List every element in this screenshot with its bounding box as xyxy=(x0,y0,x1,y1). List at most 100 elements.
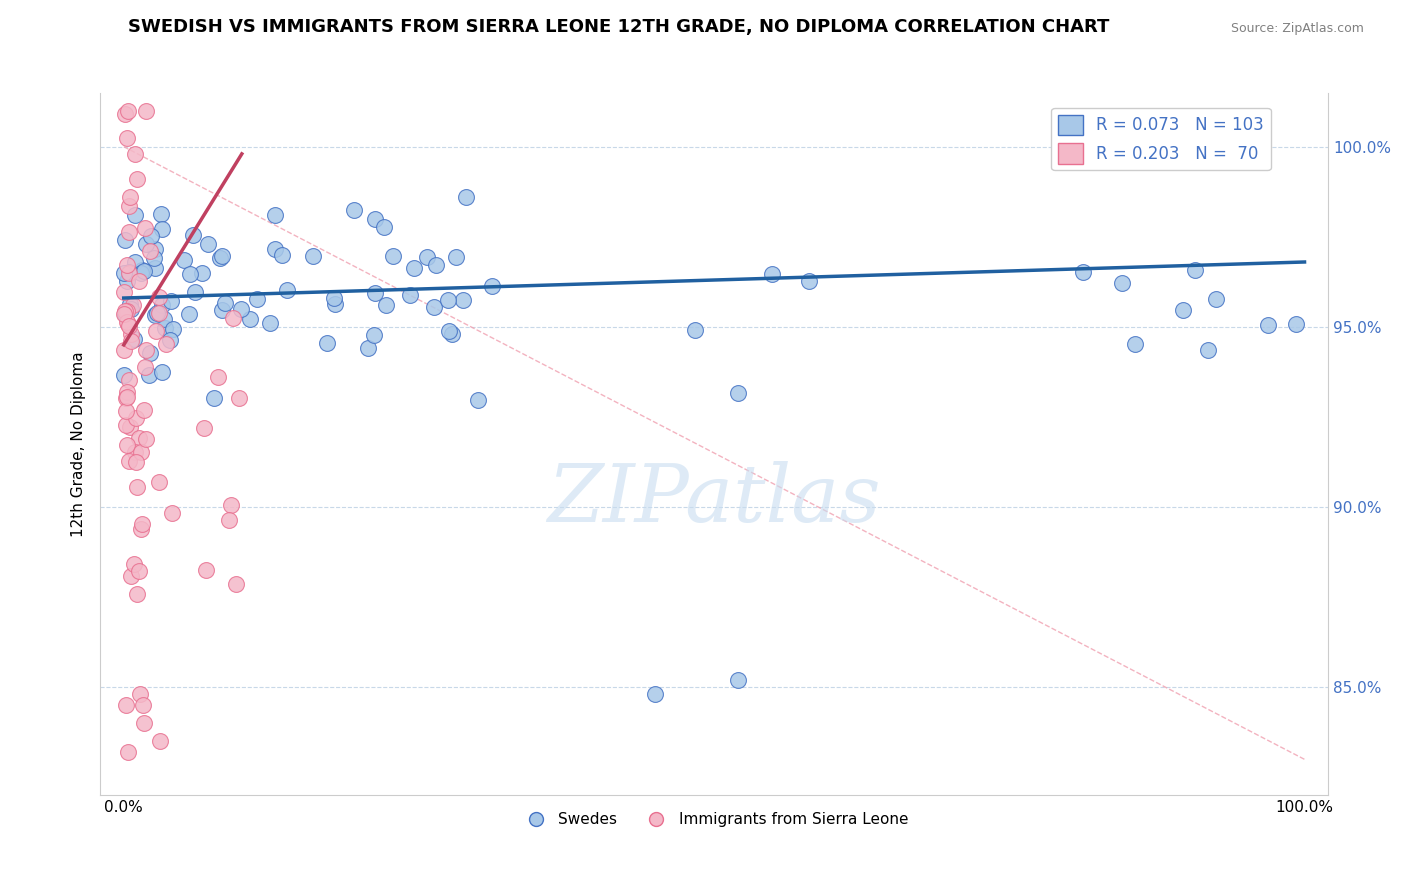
Point xyxy=(229,301,252,316)
Point xyxy=(437,324,460,338)
Point xyxy=(115,438,138,452)
Point xyxy=(134,360,156,375)
Point xyxy=(193,421,215,435)
Point xyxy=(139,228,162,243)
Point xyxy=(128,431,150,445)
Point xyxy=(143,308,166,322)
Point xyxy=(1205,292,1227,306)
Point xyxy=(149,734,172,748)
Point xyxy=(373,220,395,235)
Point xyxy=(173,253,195,268)
Point xyxy=(115,275,138,289)
Point xyxy=(134,220,156,235)
Point xyxy=(1184,263,1206,277)
Point xyxy=(228,391,250,405)
Point xyxy=(128,564,150,578)
Point xyxy=(146,305,169,319)
Point xyxy=(129,266,152,280)
Point xyxy=(153,320,176,334)
Point xyxy=(124,455,146,469)
Point xyxy=(148,289,170,303)
Point xyxy=(115,698,138,713)
Point xyxy=(454,189,477,203)
Point xyxy=(124,255,146,269)
Point xyxy=(135,236,157,251)
Point xyxy=(1197,343,1219,357)
Point xyxy=(162,322,184,336)
Point xyxy=(148,306,170,320)
Point xyxy=(129,688,152,702)
Point xyxy=(122,298,145,312)
Point xyxy=(204,391,226,405)
Point xyxy=(118,373,141,387)
Point xyxy=(112,307,135,321)
Point xyxy=(118,190,141,204)
Point xyxy=(114,107,136,121)
Point xyxy=(644,688,666,702)
Point xyxy=(115,258,138,272)
Point xyxy=(118,199,141,213)
Point xyxy=(221,310,243,325)
Point xyxy=(145,324,167,338)
Point xyxy=(197,237,219,252)
Point xyxy=(179,267,201,281)
Point xyxy=(125,480,148,494)
Point xyxy=(120,301,142,316)
Point xyxy=(1071,265,1094,279)
Point xyxy=(1111,277,1133,291)
Point xyxy=(143,252,166,266)
Point xyxy=(148,475,170,489)
Point xyxy=(727,386,749,401)
Point xyxy=(316,336,339,351)
Point xyxy=(195,563,218,577)
Point xyxy=(761,268,783,282)
Point xyxy=(135,103,157,118)
Point xyxy=(114,304,136,318)
Point xyxy=(225,577,247,591)
Point xyxy=(120,334,142,349)
Point xyxy=(150,207,173,221)
Point xyxy=(437,293,460,307)
Point xyxy=(246,292,269,306)
Point xyxy=(211,250,233,264)
Point xyxy=(122,557,145,571)
Point xyxy=(160,294,183,309)
Point xyxy=(364,212,387,227)
Point xyxy=(423,300,446,314)
Point xyxy=(112,368,135,382)
Point xyxy=(134,716,156,731)
Point xyxy=(375,298,398,312)
Point xyxy=(398,288,420,302)
Point xyxy=(115,303,138,318)
Point xyxy=(118,267,141,281)
Point xyxy=(440,326,463,341)
Point xyxy=(162,506,184,520)
Point xyxy=(129,522,152,536)
Point xyxy=(135,432,157,446)
Point xyxy=(727,673,749,687)
Point xyxy=(218,513,240,527)
Point xyxy=(177,307,200,321)
Point xyxy=(128,274,150,288)
Point xyxy=(124,147,146,161)
Point xyxy=(115,418,138,433)
Point xyxy=(131,262,153,277)
Point xyxy=(799,274,821,288)
Point xyxy=(117,103,139,118)
Point xyxy=(132,402,155,417)
Point xyxy=(114,391,136,405)
Point xyxy=(118,296,141,310)
Point xyxy=(117,745,139,759)
Point xyxy=(363,327,385,342)
Point xyxy=(259,316,281,330)
Point xyxy=(271,248,294,262)
Point xyxy=(139,244,162,259)
Point xyxy=(264,242,287,256)
Point xyxy=(150,366,173,380)
Point xyxy=(357,341,380,355)
Point xyxy=(343,202,366,217)
Point xyxy=(191,266,214,280)
Point xyxy=(125,172,148,186)
Point xyxy=(150,298,173,312)
Point xyxy=(112,343,135,358)
